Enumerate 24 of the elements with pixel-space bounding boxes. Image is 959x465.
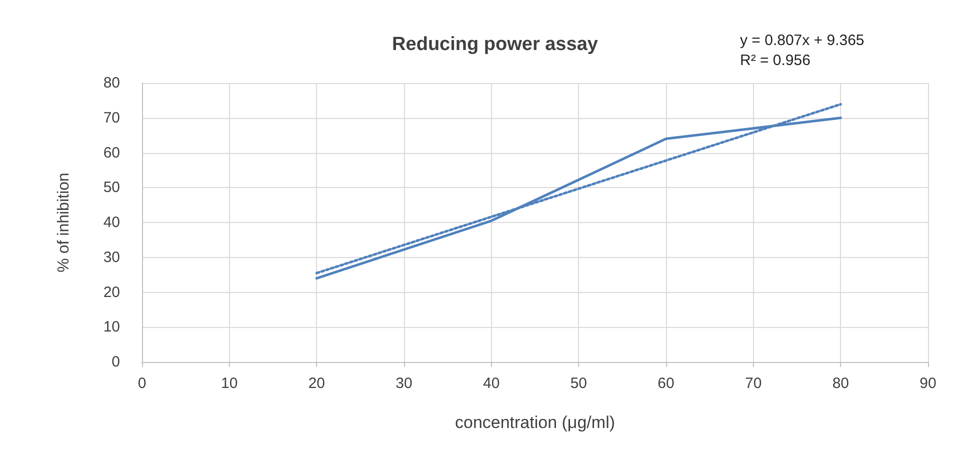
x-tick-label: 70 [744, 375, 762, 392]
x-tick-label: 10 [220, 375, 238, 392]
y-tick-label: 80 [103, 74, 120, 92]
x-tick-label: 40 [482, 375, 500, 392]
y-tick-label: 20 [103, 284, 120, 301]
x-axis-title: concentration (μg/ml) [454, 413, 616, 432]
x-tick-label: 20 [308, 375, 326, 392]
chart-title: Reducing power assay [392, 34, 598, 55]
y-tick-label: 40 [103, 214, 120, 231]
text: y = 0.807x + 9.365 [740, 32, 864, 49]
y-tick-label: 50 [103, 179, 120, 196]
y-tick-label: 60 [103, 144, 120, 162]
x-tick-label: 80 [832, 375, 850, 392]
x-tick-label: 30 [396, 375, 412, 392]
y-axis-title: % of inhibition [56, 172, 72, 272]
x-tick-label: 60 [658, 375, 674, 392]
y-tick-label: 30 [103, 248, 120, 266]
x-tick-label: 90 [920, 375, 936, 392]
y-tick-label: 0 [112, 354, 120, 370]
y-tick-label: 10 [103, 318, 120, 336]
x-tick-label: 50 [570, 375, 588, 392]
y-tick-label: 70 [103, 109, 120, 126]
x-tick-label: 0 [138, 375, 146, 392]
text: R² = 0.956 [740, 52, 810, 69]
